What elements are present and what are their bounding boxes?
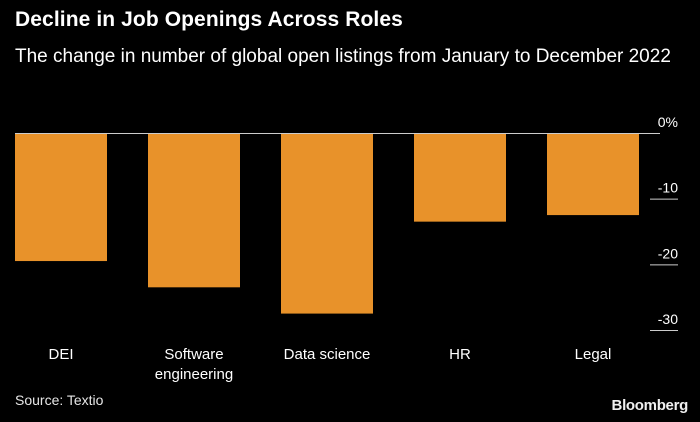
category-label: Software — [164, 346, 223, 363]
category-label: Legal — [575, 346, 612, 363]
bar-0 — [15, 133, 107, 262]
bar-4 — [547, 133, 639, 216]
bar-3 — [414, 133, 506, 222]
bar-2 — [281, 133, 373, 314]
chart-subtitle: The change in number of global open list… — [15, 46, 671, 67]
bar-1 — [148, 133, 240, 288]
category-label: engineering — [155, 366, 233, 383]
bloomberg-logo: Bloomberg — [611, 397, 689, 414]
category-label: DEI — [48, 346, 73, 363]
y-tick-label: -20 — [658, 245, 678, 261]
y-tick-label: -10 — [658, 180, 678, 196]
y-tick-label: -30 — [658, 311, 678, 327]
y-tick-label: 0% — [658, 114, 678, 130]
chart-title: Decline in Job Openings Across Roles — [15, 8, 403, 31]
category-label: HR — [449, 346, 471, 363]
source-note: Source: Textio — [15, 392, 104, 408]
category-label: Data science — [284, 346, 371, 363]
